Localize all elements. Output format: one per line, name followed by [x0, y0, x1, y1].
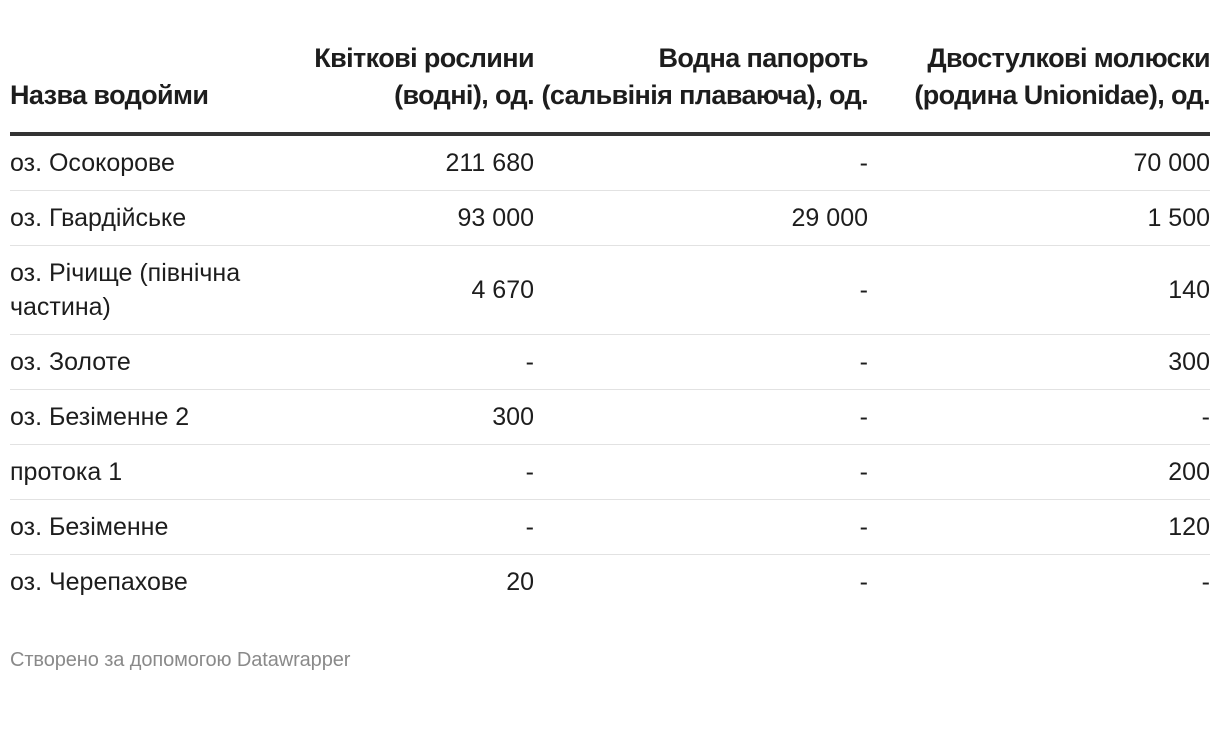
table-row: протока 1 - - 200 — [10, 444, 1210, 500]
cell-bivalve-mollusks: 70 000 — [868, 134, 1210, 191]
cell-water-fern: - — [859, 568, 868, 596]
table-row: оз. Безіменне 2 300 - - — [10, 389, 1210, 445]
cell-bivalve-mollusks: - — [1201, 568, 1210, 596]
table-header: Назва водойми Квіткові рослини (водні), … — [10, 40, 1211, 136]
column-header-water-fern[interactable]: Водна папороть (сальвінія плаваюча), од. — [534, 40, 869, 136]
cell-water-fern: - — [534, 389, 868, 445]
cell-flowering-plants: 4 670 — [310, 245, 534, 335]
cell-water-fern: - — [534, 499, 868, 555]
cell-bivalve-mollusks: - — [868, 389, 1210, 445]
cell-bivalve-mollusks: 140 — [868, 245, 1210, 335]
cell-bivalve-mollusks: 300 — [868, 334, 1210, 390]
cell-bivalve-mollusks: 200 — [868, 444, 1210, 500]
cell-waterbody: оз. Черепахове — [10, 568, 188, 596]
column-header-waterbody[interactable]: Назва водойми — [10, 40, 310, 136]
cell-flowering-plants: 93 000 — [310, 190, 534, 246]
cell-flowering-plants: 20 — [506, 568, 534, 596]
cell-water-fern: - — [534, 245, 868, 335]
cell-waterbody: протока 1 — [10, 444, 310, 500]
cell-waterbody: оз. Золоте — [10, 334, 310, 390]
table-row: оз. Гвардійське 93 000 29 000 1 500 — [10, 190, 1210, 246]
table-row: оз. Золоте - - 300 — [10, 334, 1210, 390]
column-header-bivalve-mollusks[interactable]: Двостулкові молюски (родина Unionidae), … — [868, 40, 1211, 136]
cell-waterbody: оз. Безіменне — [10, 499, 310, 555]
cell-water-fern: 29 000 — [534, 190, 868, 246]
cell-water-fern: - — [534, 334, 868, 390]
table-row: оз. Річище (північна частина) 4 670 - 14… — [10, 245, 1210, 335]
table-container: Назва водойми Квіткові рослини (водні), … — [10, 0, 1211, 672]
cell-waterbody: оз. Безіменне 2 — [10, 389, 310, 445]
cell-waterbody: оз. Осокорове — [10, 134, 310, 191]
cell-flowering-plants: 211 680 — [310, 134, 534, 191]
cell-bivalve-mollusks: 1 500 — [868, 190, 1210, 246]
header-row: Назва водойми Квіткові рослини (водні), … — [10, 40, 1211, 136]
cell-flowering-plants: - — [310, 334, 534, 390]
table-row: оз. Черепахове 20 - - — [10, 555, 1210, 610]
cell-water-fern: - — [534, 134, 868, 191]
cell-waterbody: оз. Річище (північна частина) — [10, 245, 310, 335]
cell-flowering-plants: - — [310, 499, 534, 555]
cell-water-fern: - — [534, 444, 868, 500]
cell-flowering-plants: - — [310, 444, 534, 500]
data-table: Назва водойми Квіткові рослини (водні), … — [10, 40, 1211, 609]
cell-flowering-plants: 300 — [310, 389, 534, 445]
cell-waterbody: оз. Гвардійське — [10, 190, 310, 246]
table-row: оз. Осокорове 211 680 - 70 000 — [10, 134, 1210, 191]
column-header-flowering-plants[interactable]: Квіткові рослини (водні), од. — [310, 40, 535, 136]
table-row: оз. Безіменне - - 120 — [10, 499, 1210, 555]
table-body: оз. Осокорове 211 680 - 70 000 оз. Гвард… — [10, 134, 1210, 609]
datawrapper-credit[interactable]: Створено за допомогою Datawrapper — [10, 649, 351, 671]
cell-bivalve-mollusks: 120 — [868, 499, 1210, 555]
